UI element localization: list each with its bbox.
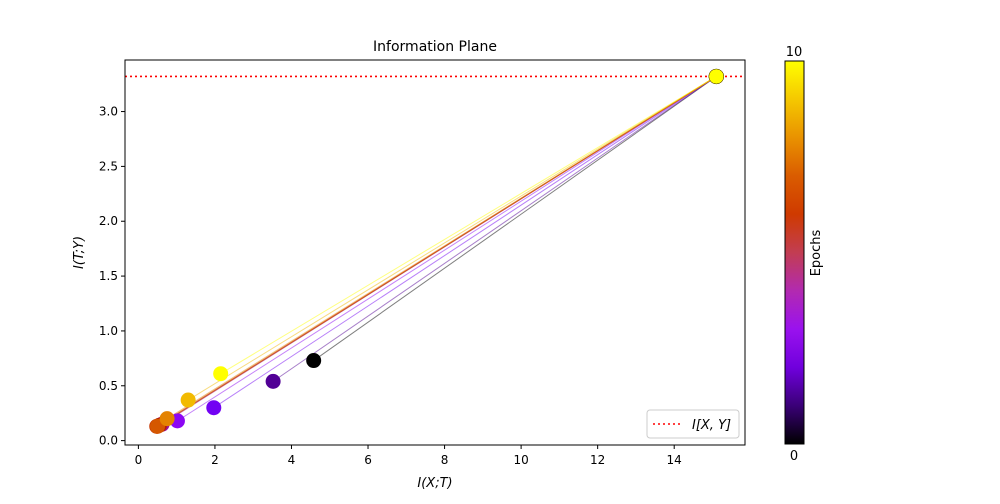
legend: I[X, Y] bbox=[646, 409, 740, 439]
trajectory-line-epoch-3 bbox=[177, 76, 717, 422]
data-point-epoch-1 bbox=[265, 373, 281, 389]
y-tick-label: 1.0 bbox=[99, 324, 118, 338]
x-tick-label: 8 bbox=[441, 453, 449, 467]
colorbar-min-label: 0 bbox=[790, 449, 798, 464]
plot-frame bbox=[124, 59, 746, 446]
x-axis-label-text: I(X;T) bbox=[417, 476, 452, 491]
trajectory-line-epoch-10 bbox=[220, 76, 717, 375]
data-point-epoch-10 bbox=[213, 366, 229, 382]
legend-box bbox=[646, 409, 740, 439]
colorbar-max-label: 10 bbox=[786, 45, 803, 60]
legend-label: I[X, Y] bbox=[692, 418, 731, 433]
y-axis-label: I(T;Y) bbox=[72, 236, 87, 269]
y-tick-label: 1.5 bbox=[99, 269, 118, 283]
x-tick-label: 14 bbox=[667, 453, 682, 467]
x-axis-label: I(X;T) bbox=[417, 476, 452, 491]
y-tick-label: 0.0 bbox=[99, 434, 118, 448]
x-tick-label: 12 bbox=[590, 453, 605, 467]
y-tick-label: 2.5 bbox=[99, 159, 118, 173]
x-tick-label: 10 bbox=[513, 453, 528, 467]
y-axis-label-text: I(T;Y) bbox=[72, 236, 87, 269]
data-point-epoch-0 bbox=[306, 353, 322, 369]
trajectory-line-epoch-0 bbox=[313, 76, 717, 361]
x-tick-label: 4 bbox=[288, 453, 296, 467]
chart-title: Information Plane bbox=[373, 39, 497, 55]
data-point-epoch-2 bbox=[206, 400, 222, 416]
upper-point-epoch-10 bbox=[708, 68, 724, 85]
x-tick-label: 6 bbox=[364, 453, 372, 467]
colorbar: 10 0 Epochs bbox=[784, 45, 824, 464]
y-tick-label: 3.0 bbox=[99, 105, 118, 119]
y-tick-label: 0.5 bbox=[99, 379, 118, 393]
data-point-epoch-8 bbox=[159, 411, 175, 427]
trajectory-line-epoch-8 bbox=[166, 76, 717, 420]
data-point-epoch-9 bbox=[180, 392, 196, 408]
y-tick-label: 2.0 bbox=[99, 214, 118, 228]
trajectory-line-epoch-2 bbox=[213, 76, 717, 409]
x-tick-label: 2 bbox=[211, 453, 219, 467]
colorbar-gradient bbox=[784, 60, 805, 445]
x-tick-label: 0 bbox=[135, 453, 143, 467]
colorbar-title: Epochs bbox=[809, 229, 824, 276]
trajectory-line-epoch-1 bbox=[272, 76, 717, 382]
trajectory-line-epoch-9 bbox=[187, 76, 717, 401]
